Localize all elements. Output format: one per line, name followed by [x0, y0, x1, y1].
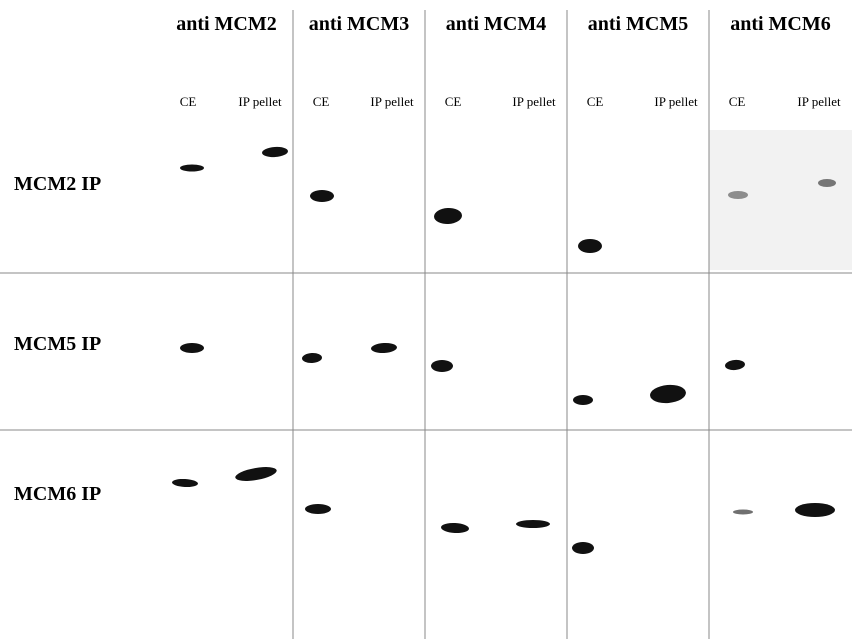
background — [0, 0, 852, 639]
lane-label: IP pellet — [370, 94, 414, 109]
blot-figure: anti MCM2 CE IP pellet anti MCM3 CE IP pellet… — [0, 0, 852, 639]
band — [573, 395, 593, 405]
row-label: MCM5 IP — [14, 333, 101, 355]
lane-label: IP pellet — [238, 94, 282, 109]
row-label: MCM6 IP — [14, 483, 101, 505]
band — [572, 542, 594, 554]
lane-label: CE — [587, 94, 604, 109]
band — [578, 239, 602, 253]
band — [305, 504, 331, 514]
band — [431, 360, 453, 372]
lane-label: IP pellet — [512, 94, 556, 109]
band — [516, 520, 550, 528]
panel-shade — [709, 130, 852, 270]
band — [733, 510, 753, 515]
band — [728, 191, 748, 199]
band — [180, 343, 204, 353]
row-label: MCM2 IP — [14, 173, 101, 195]
column-title: anti MCM4 — [446, 13, 547, 35]
band — [310, 190, 334, 202]
band — [818, 179, 836, 187]
lane-label: IP pellet — [797, 94, 841, 109]
band — [795, 503, 835, 517]
column-title: anti MCM5 — [588, 13, 689, 35]
lane-label: CE — [445, 94, 462, 109]
lane-label: CE — [180, 94, 197, 109]
column-title: anti MCM3 — [309, 13, 410, 35]
lane-label: IP pellet — [654, 94, 698, 109]
band — [180, 165, 204, 172]
lane-label: CE — [313, 94, 330, 109]
lane-label: CE — [729, 94, 746, 109]
column-title: anti MCM6 — [730, 13, 831, 35]
column-title: anti MCM2 — [176, 13, 277, 35]
